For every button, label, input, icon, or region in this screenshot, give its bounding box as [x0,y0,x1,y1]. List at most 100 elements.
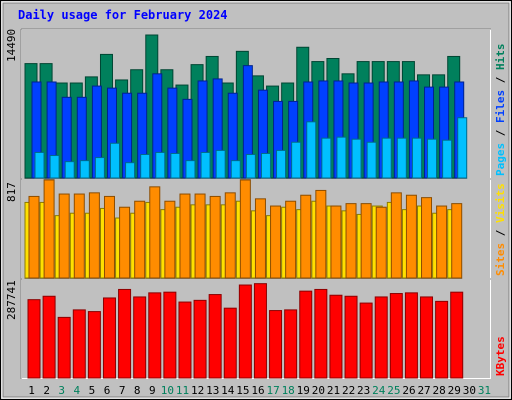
legend-item-kbytes: KBytes [494,336,507,376]
bar-pages-day-11 [185,160,196,179]
x-tick-day-12: 12 [191,384,204,397]
bar-pages-day-15 [245,154,256,179]
bar-kbytes-day-22 [344,295,358,379]
bar-pages-day-4 [79,160,90,179]
x-tick-day-6: 6 [104,384,111,397]
bar-sites-day-2 [43,179,55,279]
y-max-label-bottom: 287741 [5,280,18,320]
bar-sites-day-11 [179,193,191,279]
x-tick-day-1: 1 [28,384,35,397]
legend-top: Pages / Files / Hits [494,44,507,177]
legend-item-pages: Pages [494,143,507,176]
x-tick-day-25: 25 [387,384,400,397]
x-tick-day-22: 22 [342,384,355,397]
legend-item-sites: Sites [494,243,507,276]
bar-kbytes-day-27 [420,296,434,379]
bar-pages-day-26 [411,137,422,179]
bar-sites-day-25 [390,192,402,279]
bar-kbytes-day-19 [299,290,313,379]
y-max-label-top: 14490 [5,29,18,62]
panel-top [20,28,491,179]
bar-sites-day-22 [345,203,357,279]
bar-kbytes-day-3 [57,316,71,379]
bar-sites-day-6 [103,195,115,279]
x-tick-day-8: 8 [134,384,141,397]
bar-pages-day-10 [170,152,181,179]
x-tick-day-21: 21 [327,384,340,397]
chart-title: Daily usage for February 2024 [18,8,228,22]
x-tick-day-18: 18 [282,384,295,397]
bar-sites-day-3 [58,193,70,279]
x-tick-day-24: 24 [372,384,386,397]
bar-pages-day-12 [200,151,211,179]
bar-pages-day-2 [49,155,60,179]
bar-kbytes-day-17 [269,310,283,379]
bar-pages-day-28 [442,139,453,179]
bar-sites-day-19 [300,194,312,279]
bar-kbytes-day-26 [404,292,418,379]
bar-pages-day-14 [230,160,241,179]
bar-pages-day-9 [155,151,166,179]
x-tick-day-15: 15 [236,384,249,397]
x-tick-day-23: 23 [357,384,370,397]
bar-kbytes-day-18 [284,309,298,379]
bar-kbytes-day-14 [223,307,237,379]
x-tick-day-9: 9 [149,384,156,397]
bar-kbytes-day-7 [118,288,132,379]
x-tick-day-2: 2 [43,384,50,397]
bar-pages-day-20 [321,137,332,179]
bar-sites-day-15 [239,179,251,279]
bar-sites-day-5 [88,192,100,279]
bar-kbytes-day-9 [148,292,162,379]
bar-sites-day-21 [330,205,342,279]
bar-kbytes-day-21 [329,294,343,379]
bar-pages-day-16 [260,152,271,179]
bar-kbytes-day-16 [253,283,267,379]
x-tick-day-16: 16 [251,384,264,397]
x-tick-day-27: 27 [417,384,430,397]
bar-kbytes-day-25 [389,293,403,379]
bar-sites-day-12 [194,193,206,279]
bar-kbytes-day-15 [238,284,252,379]
x-tick-day-28: 28 [433,384,446,397]
panel-bottom [20,278,491,379]
bar-pages-day-1 [34,151,45,179]
bar-pages-day-21 [336,136,347,179]
bar-pages-day-22 [351,138,362,179]
bar-kbytes-day-5 [87,311,101,379]
bar-pages-day-17 [276,149,287,179]
legend-item-visits: Visits [494,183,507,223]
bar-sites-day-28 [436,205,448,279]
bar-sites-day-8 [134,200,146,279]
bar-kbytes-day-29 [450,291,464,379]
x-tick-day-30: 30 [463,384,476,397]
x-tick-day-29: 29 [448,384,461,397]
x-tick-day-5: 5 [89,384,96,397]
x-tick-day-17: 17 [266,384,279,397]
x-tick-day-7: 7 [119,384,126,397]
bar-pages-day-6 [109,142,120,179]
bar-sites-day-24 [375,206,387,279]
bar-kbytes-day-4 [72,309,86,379]
bar-sites-day-14 [224,192,236,279]
bar-pages-day-23 [366,141,377,179]
bar-kbytes-day-6 [102,297,116,379]
legend-item-files: Files [494,90,507,123]
bar-sites-day-1 [28,195,40,279]
bar-pages-day-27 [427,138,438,179]
bar-pages-day-19 [306,121,317,179]
bar-pages-day-5 [94,157,105,179]
bar-sites-day-16 [254,198,266,279]
bar-pages-day-24 [381,137,392,179]
bar-pages-day-7 [125,162,136,179]
bar-pages-day-13 [215,149,226,179]
panel-middle [20,178,491,279]
x-tick-day-4: 4 [74,384,81,397]
bar-sites-day-23 [360,203,372,279]
bar-pages-day-25 [396,137,407,179]
bar-pages-day-8 [140,154,151,179]
bar-kbytes-day-2 [42,295,56,379]
bar-kbytes-day-11 [178,301,192,379]
legend-bottom: KBytes [494,336,507,376]
